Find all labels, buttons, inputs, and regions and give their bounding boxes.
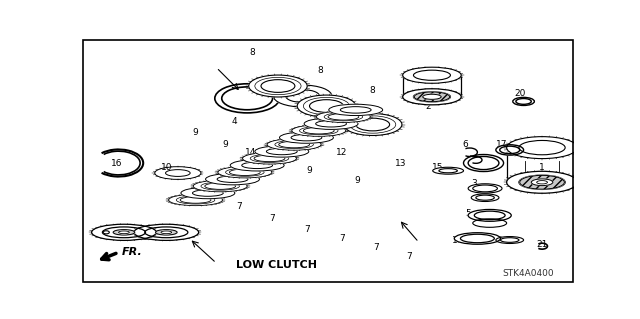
Ellipse shape <box>520 175 564 189</box>
Ellipse shape <box>520 175 564 189</box>
Text: 3: 3 <box>472 179 477 188</box>
Ellipse shape <box>118 231 129 234</box>
Text: 21: 21 <box>536 240 548 249</box>
Ellipse shape <box>414 92 450 102</box>
Ellipse shape <box>496 145 524 155</box>
Text: LOW CLUTCH: LOW CLUTCH <box>236 260 317 270</box>
Ellipse shape <box>304 118 358 130</box>
Text: 17: 17 <box>496 140 508 149</box>
Ellipse shape <box>92 224 156 241</box>
Text: 7: 7 <box>406 252 412 262</box>
Ellipse shape <box>531 179 553 186</box>
Text: 9: 9 <box>222 140 228 149</box>
Text: 12: 12 <box>336 148 348 157</box>
Ellipse shape <box>255 146 308 157</box>
Ellipse shape <box>507 171 577 193</box>
Ellipse shape <box>215 84 280 113</box>
Ellipse shape <box>513 97 534 106</box>
Ellipse shape <box>403 89 461 105</box>
Text: 5: 5 <box>465 209 471 218</box>
Text: 11: 11 <box>452 235 463 245</box>
Ellipse shape <box>468 184 502 193</box>
Ellipse shape <box>205 174 259 185</box>
Ellipse shape <box>344 114 402 136</box>
Text: 10: 10 <box>161 163 172 172</box>
Ellipse shape <box>433 167 463 174</box>
Text: 18: 18 <box>498 235 509 245</box>
Ellipse shape <box>496 237 524 243</box>
Text: 7: 7 <box>339 234 345 243</box>
Ellipse shape <box>322 104 380 126</box>
Ellipse shape <box>267 139 321 150</box>
Text: 6: 6 <box>462 140 468 149</box>
Text: 4: 4 <box>231 117 237 126</box>
Ellipse shape <box>414 92 450 102</box>
Ellipse shape <box>422 94 441 99</box>
Text: 8: 8 <box>370 86 376 95</box>
Ellipse shape <box>422 94 441 99</box>
Ellipse shape <box>280 132 333 143</box>
Ellipse shape <box>329 104 383 115</box>
Text: 20: 20 <box>515 89 526 98</box>
Ellipse shape <box>297 95 356 117</box>
Ellipse shape <box>537 181 547 184</box>
Text: 2: 2 <box>426 101 431 111</box>
Text: 1: 1 <box>539 163 545 172</box>
Ellipse shape <box>468 210 511 221</box>
Ellipse shape <box>273 85 332 107</box>
Text: FR.: FR. <box>122 247 142 256</box>
Ellipse shape <box>243 153 296 164</box>
Ellipse shape <box>161 231 172 234</box>
Ellipse shape <box>193 181 247 192</box>
Text: 14: 14 <box>245 148 257 157</box>
Text: 7: 7 <box>269 214 275 223</box>
Text: 7: 7 <box>305 225 310 234</box>
Text: 7: 7 <box>204 186 209 195</box>
Ellipse shape <box>531 179 553 186</box>
Ellipse shape <box>454 233 500 244</box>
Text: 9: 9 <box>355 176 360 185</box>
Text: 19: 19 <box>468 155 480 164</box>
Text: 9: 9 <box>269 157 275 166</box>
Text: 15: 15 <box>431 163 443 172</box>
Ellipse shape <box>292 125 346 136</box>
Ellipse shape <box>507 137 577 159</box>
Ellipse shape <box>473 219 507 227</box>
Text: 7: 7 <box>236 202 241 211</box>
Ellipse shape <box>155 167 201 179</box>
Text: 8: 8 <box>250 48 255 57</box>
Ellipse shape <box>403 67 461 83</box>
Ellipse shape <box>181 187 235 199</box>
Ellipse shape <box>134 224 198 241</box>
Text: 8: 8 <box>317 66 323 75</box>
Text: 9: 9 <box>307 166 312 175</box>
Ellipse shape <box>103 231 109 234</box>
Text: 13: 13 <box>396 159 407 167</box>
Ellipse shape <box>230 160 284 171</box>
Text: STK4A0400: STK4A0400 <box>502 269 554 278</box>
Ellipse shape <box>471 194 499 202</box>
Ellipse shape <box>168 194 223 206</box>
Text: 16: 16 <box>111 159 122 167</box>
Ellipse shape <box>218 167 272 178</box>
Ellipse shape <box>316 111 371 122</box>
Ellipse shape <box>463 154 504 172</box>
Ellipse shape <box>113 230 135 235</box>
Ellipse shape <box>249 75 307 97</box>
Text: 9: 9 <box>193 128 198 137</box>
Text: 12: 12 <box>315 128 326 137</box>
Ellipse shape <box>156 230 177 235</box>
Text: 7: 7 <box>373 243 379 252</box>
